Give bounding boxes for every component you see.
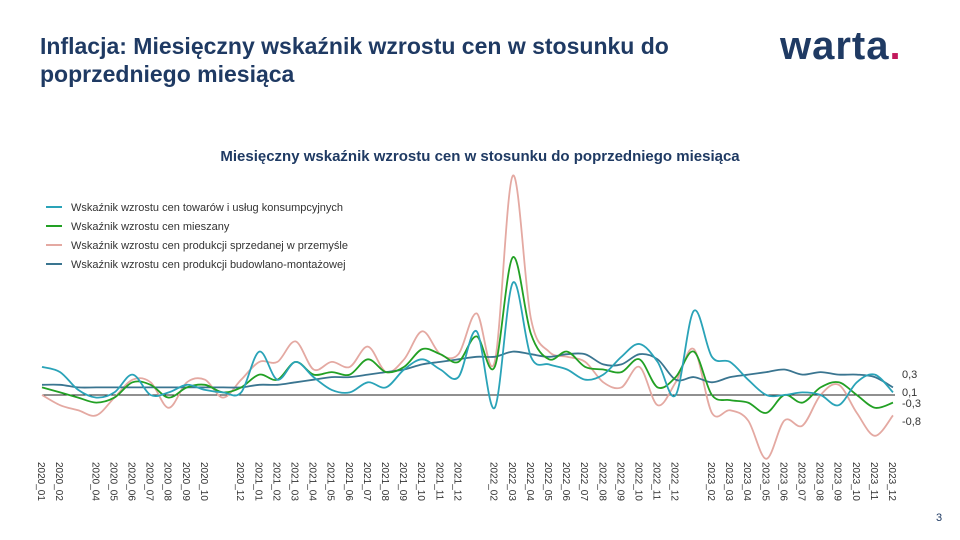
series-line-1: [41, 281, 894, 409]
x-tick-label: 2022_06: [560, 462, 571, 501]
x-tick-label: 2023_12: [886, 462, 897, 501]
end-label-series-1: 0,1: [902, 387, 917, 399]
chart-title: Miesięczny wskaźnik wzrostu cen w stosun…: [220, 148, 740, 165]
x-tick-label: 2023_11: [868, 462, 879, 501]
legend-label-2: Wskaźnik wzrostu cen mieszany: [71, 221, 230, 233]
x-tick-label: 2022_09: [614, 462, 625, 501]
x-tick-label: 2021_08: [379, 462, 390, 501]
page-title: Inflacja: Miesięczny wskaźnik wzrostu ce…: [40, 33, 669, 87]
x-tick-label: 2023_02: [705, 462, 716, 501]
x-tick-label: 2022_07: [578, 462, 589, 501]
x-tick-label: 2023_04: [741, 462, 752, 501]
x-tick-label: 2023_03: [723, 462, 734, 501]
end-label-series-4: 0,3: [902, 369, 917, 381]
x-tick-label: 2021_09: [397, 462, 408, 501]
legend-label-3: Wskaźnik wzrostu cen produkcji sprzedane…: [71, 240, 348, 252]
series-line-4: [41, 350, 894, 389]
x-tick-label: 2023_06: [777, 462, 788, 501]
x-tick-label: 2020_07: [144, 462, 155, 501]
legend-label-4: Wskaźnik wzrostu cen produkcji budowlano…: [71, 259, 346, 271]
x-tick-label: 2022_11: [651, 462, 662, 501]
series-line-2: [41, 256, 894, 414]
x-tick-label: 2021_06: [343, 462, 354, 501]
x-tick-label: 2022_10: [633, 462, 644, 501]
x-tick-label: 2020_05: [107, 462, 118, 501]
x-tick-label: 2020_08: [162, 462, 173, 501]
x-tick-label: 2023_07: [796, 462, 807, 501]
x-tick-label: 2021_05: [325, 462, 336, 501]
x-tick-label: 2021_12: [451, 462, 462, 501]
series-line-3: [41, 174, 894, 460]
x-tick-label: 2020_12: [234, 462, 245, 501]
x-tick-label: 2023_08: [814, 462, 825, 501]
x-tick-label: 2022_03: [506, 462, 517, 501]
x-tick-label: 2020_02: [53, 462, 64, 501]
end-label-series-3: -0,8: [902, 416, 921, 428]
x-tick-label: 2023_09: [832, 462, 843, 501]
end-label-series-2: -0,3: [902, 398, 921, 410]
page-number: 3: [936, 512, 943, 524]
warta-logo: warta.: [780, 24, 902, 68]
x-tick-label: 2021_04: [307, 462, 318, 501]
x-tick-label: 2020_01: [35, 462, 46, 501]
x-tick-label: 2023_10: [850, 462, 861, 501]
logo-text: warta: [780, 24, 890, 68]
x-tick-label: 2021_03: [289, 462, 300, 501]
x-tick-label: 2022_08: [596, 462, 607, 501]
x-tick-label: 2022_04: [524, 462, 535, 501]
x-tick-label: 2022_12: [669, 462, 680, 501]
x-tick-label: 2020_10: [198, 462, 209, 501]
x-tick-label: 2021_02: [270, 462, 281, 501]
x-tick-label: 2021_07: [361, 462, 372, 501]
x-tick-label: 2023_05: [759, 462, 770, 501]
logo-dot: .: [889, 24, 902, 68]
x-tick-label: 2020_09: [180, 462, 191, 501]
x-tick-label: 2020_04: [89, 462, 100, 501]
x-tick-label: 2022_05: [542, 462, 553, 501]
x-tick-label: 2020_06: [126, 462, 137, 501]
x-tick-label: 2021_10: [415, 462, 426, 501]
x-tick-label: 2021_11: [433, 462, 444, 501]
x-tick-label: 2022_02: [488, 462, 499, 501]
legend-label-1: Wskaźnik wzrostu cen towarów i usług kon…: [71, 202, 343, 214]
x-tick-label: 2021_01: [252, 462, 263, 501]
